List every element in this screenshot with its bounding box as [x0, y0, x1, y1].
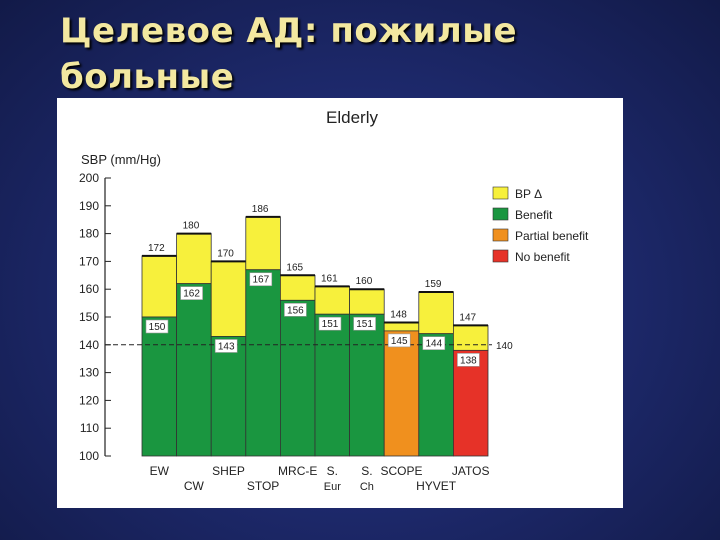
bar-after-label-box [353, 316, 376, 331]
bar-after-label: 144 [425, 339, 442, 350]
bar-before-label: 148 [390, 310, 407, 321]
x-axis-label: STOP [247, 479, 279, 493]
x-axis-label: HYVET [416, 479, 457, 493]
bar-before-label: 161 [321, 273, 338, 284]
bar-bp-delta-segment [383, 322, 420, 332]
y-tick-label: 190 [79, 199, 99, 213]
bar-outcome-segment [314, 313, 350, 457]
x-axis-label: SHEP [212, 464, 245, 478]
bar-outcome-segment [383, 330, 420, 457]
bar-after-label: 162 [183, 289, 200, 300]
bar-bp-delta-segment [314, 286, 350, 315]
bar-outcome-segment [418, 333, 454, 457]
y-axis: 100 110 120 130 140 150 160 170 180 190 200 [79, 171, 111, 463]
bar-bp-delta-segment [141, 255, 177, 318]
bar-after-label-box [214, 339, 238, 353]
chart-panel: Elderly SBP (mm/Hg) 100 110 120 130 140 150 16… [57, 98, 623, 508]
y-axis-label: SBP (mm/Hg) [81, 152, 161, 167]
bar-outcome-segment [245, 269, 281, 457]
legend-label: No benefit [515, 250, 570, 264]
y-tick-label: 160 [79, 282, 99, 296]
bar-after-label: 138 [460, 355, 477, 366]
bar-after-label-box [180, 286, 203, 300]
y-tick-label: 130 [79, 366, 99, 380]
bar-after-label-box [249, 272, 273, 287]
bar-outcome-segment [349, 313, 385, 457]
bar-before-label: 160 [356, 276, 373, 287]
bar-after-label: 143 [218, 341, 235, 352]
chart-title: Elderly [326, 108, 378, 127]
slide-title-line-2: больные [60, 57, 235, 97]
y-tick-label: 120 [79, 393, 99, 407]
bar-bp-delta-segment [210, 260, 247, 337]
bar-bp-delta-segment [279, 274, 316, 301]
bar-bp-delta-segment [349, 288, 385, 315]
slide-title-line-1: Целевое АД: пожилые [60, 11, 518, 51]
bar-before-label: 159 [425, 279, 442, 290]
bar-before-label: 170 [217, 248, 234, 259]
legend-swatch [492, 228, 509, 242]
legend-swatch [492, 186, 509, 200]
y-tick-label: 100 [79, 449, 99, 463]
bar-bp-delta-segment [418, 291, 454, 335]
y-tick-label: 200 [79, 171, 99, 185]
x-axis-label: S. [361, 464, 372, 478]
x-axis-label: CW [184, 479, 205, 493]
bar-after-label-box [457, 353, 480, 367]
y-tick-label: 150 [79, 310, 99, 324]
bar-before-label: 180 [183, 221, 200, 232]
bar-bp-delta-segment [245, 216, 281, 271]
bar-after-label-box [284, 303, 307, 317]
bar-after-label-box [318, 316, 342, 331]
y-tick-label: 110 [80, 421, 99, 435]
y-tick-label: 140 [79, 338, 99, 352]
bar-after-label: 151 [356, 319, 373, 330]
y-tick-label: 170 [79, 254, 99, 268]
legend-label: Partial benefit [515, 229, 589, 243]
legend-swatch [492, 207, 509, 221]
bar-before-label: 186 [252, 204, 269, 215]
bar-after-label-box [145, 319, 169, 334]
bar-after-label-box [422, 336, 446, 350]
bar-after-label: 145 [391, 336, 408, 347]
bar-after-label: 167 [252, 275, 269, 286]
legend-swatch [492, 249, 509, 263]
x-axis-label: S. [327, 464, 338, 478]
bar-bp-delta-segment [176, 233, 212, 285]
y-tick-label: 180 [79, 227, 99, 241]
x-axis-label: Ch [360, 481, 374, 493]
x-axis-label: SCOPE [380, 464, 422, 478]
x-axis-label: Eur [324, 481, 341, 493]
x-axis-label: JATOS [452, 464, 490, 478]
bar-before-label: 147 [459, 312, 476, 323]
bar-after-label: 151 [322, 319, 339, 330]
bar-after-label: 156 [287, 305, 304, 316]
bar-before-label: 165 [286, 262, 303, 273]
legend: BP Δ Benefit Partial benefit No benefit [492, 186, 589, 264]
bar-before-label: 172 [148, 243, 165, 254]
bar-after-label: 150 [149, 322, 166, 333]
bar-outcome-segment [279, 299, 316, 457]
bar-outcome-segment [210, 336, 247, 457]
reference-line-label: 140 [496, 341, 513, 352]
bp-bar-chart: Elderly SBP (mm/Hg) 100 110 120 130 140 150 16… [79, 108, 589, 493]
legend-label: Benefit [515, 208, 553, 222]
slide-title: Целевое АД: пожилые больные [60, 8, 660, 100]
bars [141, 215, 489, 457]
bar-bp-delta-segment [452, 324, 489, 351]
bar-outcome-segment [141, 316, 177, 457]
x-axis-label: EW [150, 464, 170, 478]
x-axis-label: MRC-E [278, 464, 317, 478]
bar-outcome-segment [176, 283, 212, 457]
bar-outcome-segment [452, 349, 489, 457]
bar-after-label-box [387, 333, 411, 348]
legend-label: BP Δ [515, 187, 542, 201]
bar-value-labels: 172 150 180 162 170 143 186 167 165 156 161 151 160 1… [145, 204, 480, 367]
